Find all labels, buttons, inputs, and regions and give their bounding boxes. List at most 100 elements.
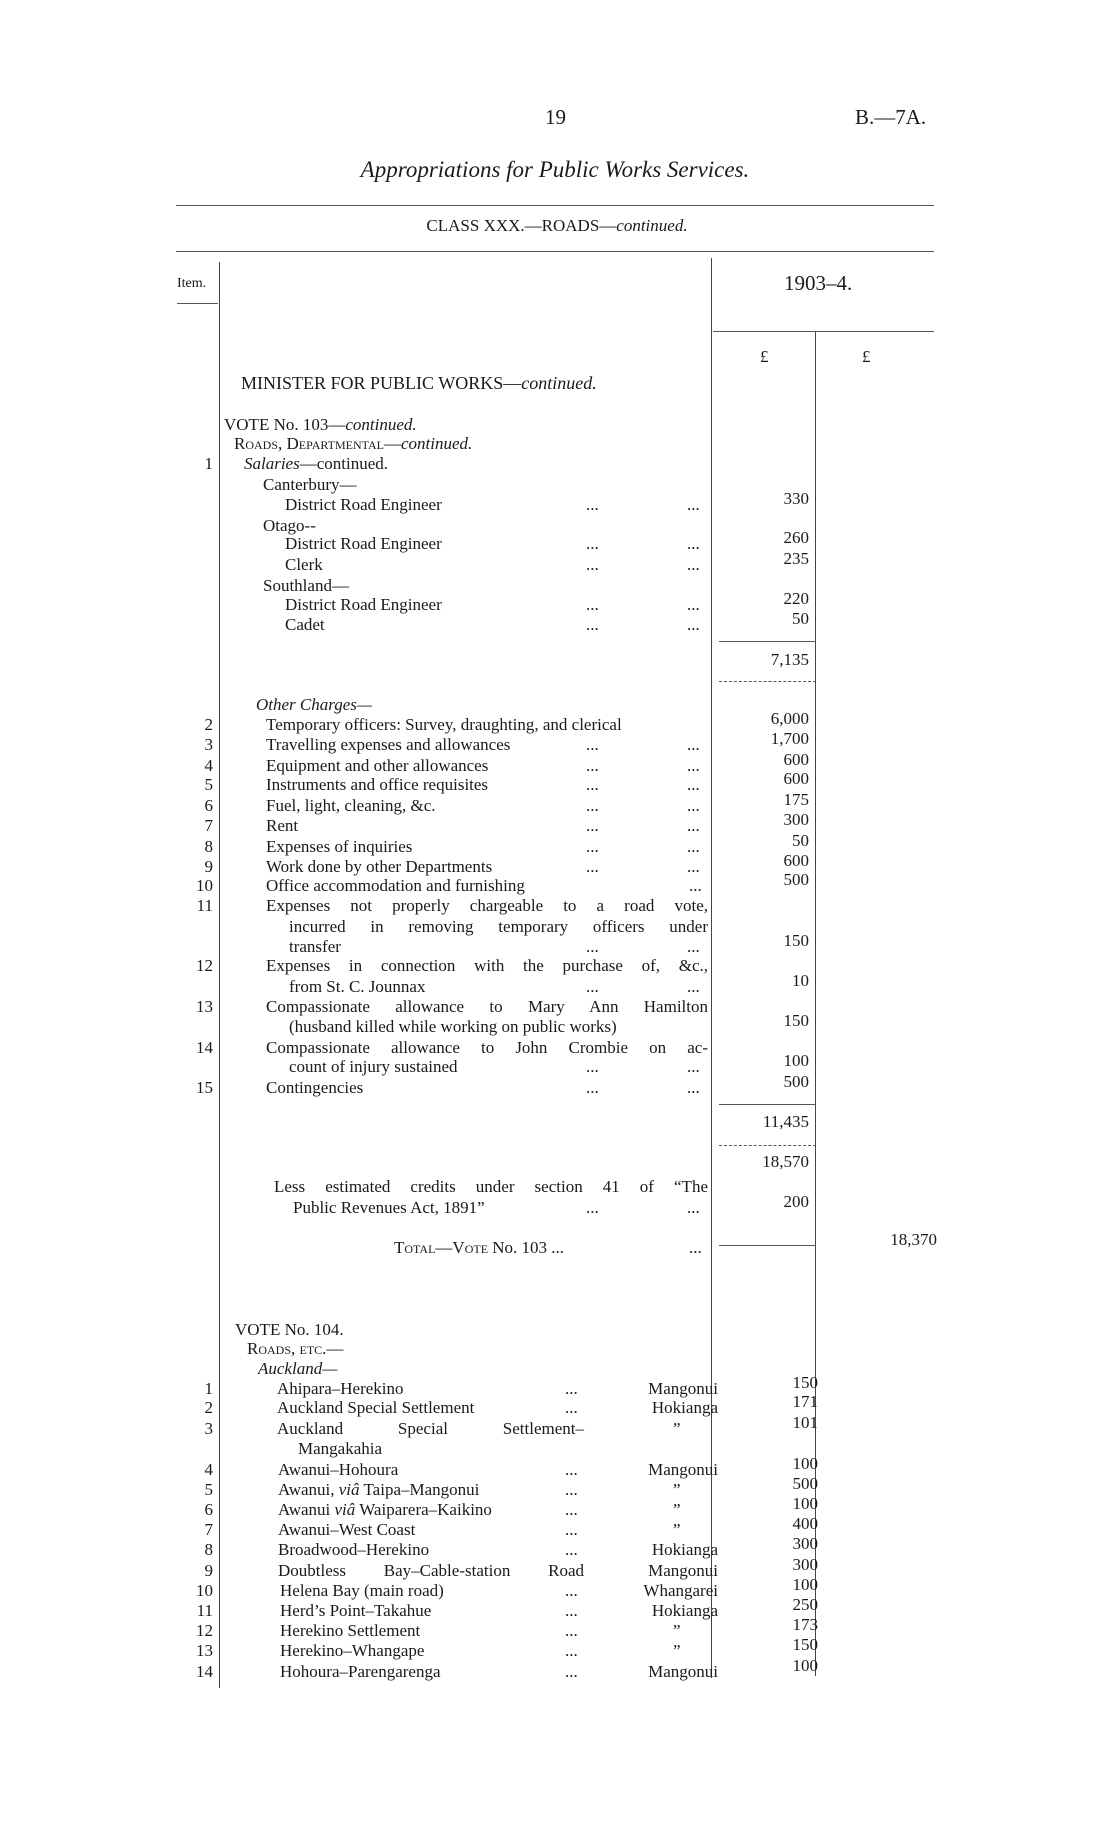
line-text: (husband killed while working on public … (289, 1017, 617, 1037)
leader-dots: ... (586, 796, 599, 815)
amount: 150 (783, 1011, 810, 1030)
item-number: 10 (196, 1581, 213, 1600)
text-span: Awanui–Hohoura (278, 1460, 399, 1479)
document-reference: B.—7A. (855, 105, 927, 129)
text-span: Public Revenues Act, 1891” (293, 1198, 485, 1217)
line-text: Contingencies (266, 1078, 363, 1098)
line-text: Doubtless Bay–Cable-station Road (278, 1561, 584, 1581)
leader-dots: ... (565, 1480, 578, 1499)
line-text: Awanui viâ Waiparera–Kaikino (278, 1500, 492, 1520)
page-number: 19 (545, 105, 566, 129)
amount: 220 (783, 589, 810, 608)
leader-dots: ... (687, 977, 700, 996)
item-number: 9 (204, 857, 214, 876)
amount: 11,435 (762, 1112, 809, 1131)
line-text: Auckland— (258, 1359, 337, 1379)
text-span: Herekino Settlement (280, 1621, 421, 1640)
subtotal-rule (719, 641, 816, 642)
line-text: Other Charges— (256, 695, 372, 715)
text-span: Work done by other Departments (266, 857, 493, 876)
text-span: from St. C. Jounnax (289, 977, 426, 996)
text-span: Auckland Special Settlement– (277, 1419, 584, 1438)
text-span: Herekino–Whangape (280, 1641, 425, 1660)
text-span: Salaries (244, 454, 300, 473)
ditto-mark: ” (673, 1641, 681, 1660)
text-span: Broadwood–Herekino (278, 1540, 430, 1559)
leader-dots: ... (586, 1198, 599, 1217)
text-span: Otago-- (263, 516, 316, 535)
line-text: Expenses of inquiries (266, 837, 412, 857)
leader-dots: ... (565, 1581, 578, 1600)
text-span: Hohoura–Parengarenga (280, 1662, 441, 1681)
text-span: VOTE No. 104. (235, 1320, 344, 1339)
district-name: Mangonui (648, 1662, 718, 1681)
text-span: Roads, Departmental— (234, 434, 402, 453)
text-span: Expenses not properly chargeable to a ro… (266, 896, 708, 915)
item-number: 4 (204, 1460, 214, 1479)
text-span: Instruments and office requisites (266, 775, 489, 794)
amount: 250 (792, 1595, 819, 1614)
year-column-header: 1903–4. (784, 271, 853, 295)
amount: 500 (783, 870, 810, 889)
text-span: Awanui (278, 1500, 335, 1519)
amount: 10 (792, 971, 809, 990)
district-name: Whangarei (643, 1581, 718, 1600)
line-text: Total—Vote No. 103 ... (394, 1238, 564, 1258)
item-number: 1 (204, 1379, 214, 1398)
leader-dots: ... (565, 1379, 578, 1398)
line-text: Auckland Special Settlement– (277, 1419, 584, 1439)
text-span: Compassionate allowance to John Crombie … (266, 1038, 708, 1057)
leader-dots: ... (586, 816, 599, 835)
text-span: District Road Engineer (285, 534, 442, 553)
text-span: count of injury sustained (289, 1057, 458, 1076)
leader-dots: ... (586, 937, 599, 956)
leader-dots: ... (689, 876, 702, 895)
line-text: Awanui–Hohoura (278, 1460, 398, 1480)
district-name: Hokianga (651, 1540, 718, 1559)
district-name: Mangonui (648, 1379, 718, 1398)
leader-dots: ... (565, 1520, 578, 1539)
text-span: Doubtless Bay–Cable-station Road (278, 1561, 584, 1580)
item-number: 5 (204, 775, 214, 794)
item-number: 10 (196, 876, 213, 895)
text-span: Other Charges— (256, 695, 373, 714)
amount: 100 (792, 1494, 819, 1513)
line-text: Less estimated credits under section 41 … (274, 1177, 708, 1197)
leader-dots: ... (586, 977, 599, 996)
subtotal-rule (719, 1104, 816, 1105)
text-span: continued. (345, 415, 417, 434)
subtotal-rule (719, 681, 816, 682)
rule (177, 303, 218, 304)
leader-dots: ... (687, 555, 700, 574)
line-text: Travelling expenses and allowances (266, 735, 510, 755)
line-text: Roads, etc.— (247, 1339, 343, 1359)
leader-dots: ... (687, 534, 700, 553)
leader-dots: ... (687, 1057, 700, 1076)
line-text: Broadwood–Herekino (278, 1540, 429, 1560)
item-number: 8 (204, 1540, 214, 1559)
leader-dots: ... (687, 857, 700, 876)
line-text: Herekino Settlement (280, 1621, 420, 1641)
text-span: Total—Vote (394, 1238, 489, 1257)
text-span: Ahipara–Herekino (277, 1379, 404, 1398)
item-number: 2 (204, 1398, 214, 1417)
line-text: Awanui, viâ Taipa–Mangonui (278, 1480, 479, 1500)
subtotal-rule (719, 1145, 816, 1146)
text-span: Roads, etc.— (247, 1339, 344, 1358)
leader-dots: ... (586, 495, 599, 514)
line-text: VOTE No. 104. (235, 1320, 344, 1340)
line-text: Public Revenues Act, 1891” (293, 1198, 485, 1218)
text-span: Travelling expenses and allowances (266, 735, 511, 754)
text-span: Temporary officers: Survey, draughting, … (266, 715, 622, 734)
line-text: Herd’s Point–Takahue (280, 1601, 431, 1621)
amount: 7,135 (770, 650, 809, 669)
leader-dots: ... (565, 1662, 578, 1681)
amount: 1,700 (770, 729, 809, 748)
text-span: transfer (289, 937, 341, 956)
line-text: Clerk (285, 555, 323, 575)
leader-dots: ... (586, 595, 599, 614)
line-text: Southland— (263, 576, 349, 596)
line-text: Auckland Special Settlement (277, 1398, 474, 1418)
text-span: Mangakahia (298, 1439, 383, 1458)
